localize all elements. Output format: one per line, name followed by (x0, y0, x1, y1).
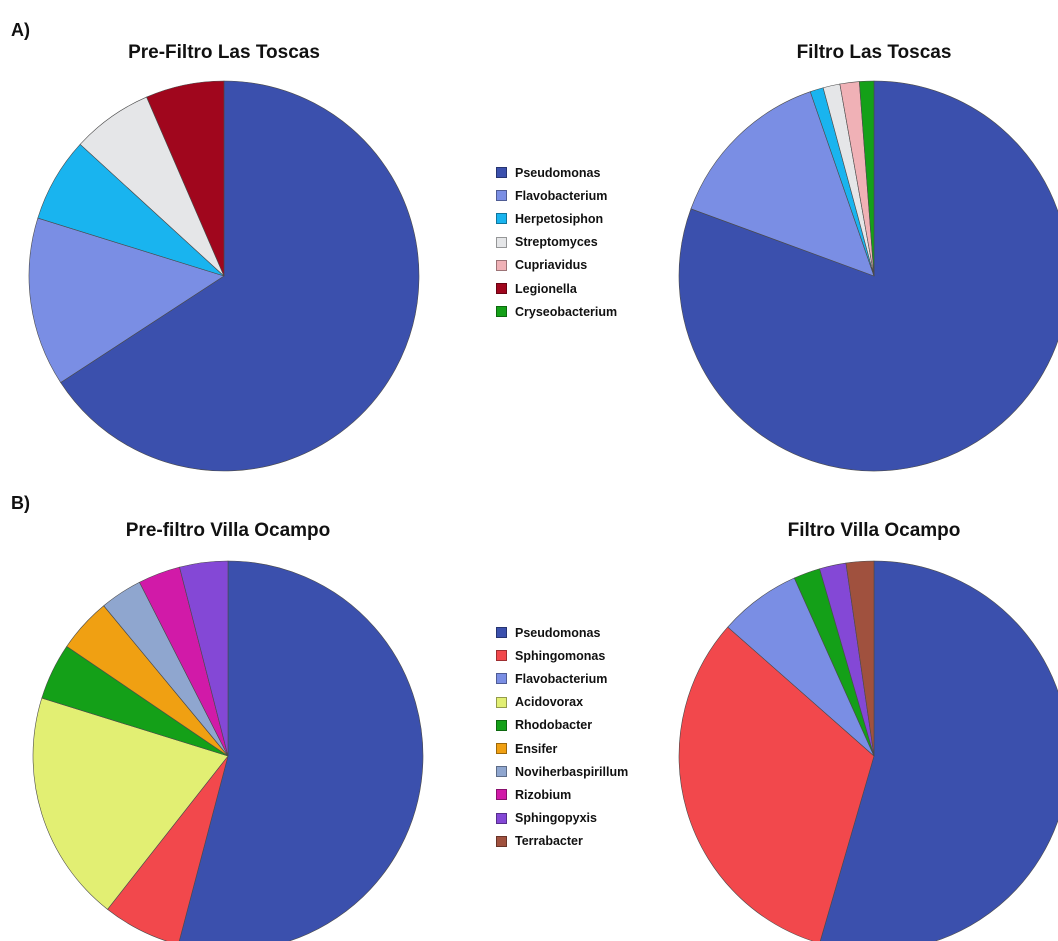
legend-label: Rhodobacter (515, 718, 593, 733)
pie-slice-legionella (146, 80, 225, 277)
legend-swatch (496, 259, 507, 271)
legend-label: Flavobacterium (515, 671, 608, 686)
legend-label: Sphingopyxis (515, 811, 597, 826)
legend-swatch (496, 213, 507, 225)
legend-label: Acidovorax (515, 695, 584, 710)
legend-swatch (496, 306, 507, 318)
pie-chart-pre-filtro-villa-ocampo (32, 560, 424, 941)
legend-item-sphingopyxis: Sphingopyxis (496, 807, 628, 830)
legend-item-herpetosiphon: Herpetosiphon (496, 207, 617, 230)
legend-label: Pseudomonas (515, 625, 601, 640)
legend-item-noviherbaspirillum: Noviherbaspirillum (496, 760, 628, 783)
panel-label-a: A) (11, 20, 30, 40)
legend-item-pseudomonas: Pseudomonas (496, 621, 628, 644)
legend-villa-ocampo: Pseudomonas Sphingomonas Flavobacterium Aci… (496, 621, 628, 853)
legend-label: Herpetosiphon (515, 211, 604, 226)
legend-label: Ensifer (515, 741, 558, 756)
legend-swatch (496, 719, 507, 731)
legend-label: Sphingomonas (515, 648, 606, 663)
legend-item-acidovorax: Acidovorax (496, 691, 628, 714)
legend-item-cryseobacterium: Cryseobacterium (496, 300, 617, 323)
legend-swatch (496, 627, 507, 639)
pie-chart-filtro-villa-ocampo (678, 560, 1058, 941)
panel-label-b: B) (11, 493, 30, 513)
legend-label: Rizobium (515, 787, 572, 802)
legend-swatch (496, 236, 507, 248)
legend-item-rhodobacter: Rhodobacter (496, 714, 628, 737)
chart-title-filtro-las-toscas: Filtro Las Toscas (796, 42, 952, 63)
legend-swatch (496, 789, 507, 801)
pie-chart-pre-filtro-las-toscas (28, 80, 420, 472)
legend-swatch (496, 673, 507, 685)
legend-swatch (496, 835, 507, 847)
legend-swatch (496, 743, 507, 755)
legend-swatch (496, 696, 507, 708)
legend-label: Terrabacter (515, 834, 583, 849)
legend-item-flavobacterium: Flavobacterium (496, 184, 617, 207)
legend-item-rizobium: Rizobium (496, 783, 628, 806)
pie-slice-sphingomonas (678, 626, 875, 941)
legend-swatch (496, 190, 507, 202)
legend-las-toscas: Pseudomonas Flavobacterium Herpetosiphon St… (496, 161, 617, 323)
pie-slice-sphingopyxis (179, 560, 229, 757)
pie-slice-acidovorax (32, 697, 229, 910)
pie-slice-terrabacter (845, 560, 875, 757)
legend-label: Cryseobacterium (515, 304, 618, 319)
pie-chart-filtro-las-toscas (678, 80, 1058, 472)
legend-swatch (496, 812, 507, 824)
legend-swatch (496, 766, 507, 778)
legend-swatch (496, 167, 507, 179)
legend-item-terrabacter: Terrabacter (496, 830, 628, 853)
chart-title-filtro-villa-ocampo: Filtro Villa Ocampo (787, 520, 961, 541)
legend-swatch (496, 283, 507, 295)
legend-item-legionella: Legionella (496, 277, 617, 300)
pie-slice-pseudomonas (178, 560, 424, 941)
chart-title-pre-filtro-las-toscas: Pre-Filtro Las Toscas (128, 42, 320, 63)
legend-item-ensifer: Ensifer (496, 737, 628, 760)
pie-slice-pseudomonas (60, 80, 420, 472)
legend-item-flavobacterium: Flavobacterium (496, 667, 628, 690)
pie-slice-pseudomonas (678, 80, 1058, 472)
legend-item-streptomyces: Streptomyces (496, 231, 617, 254)
pie-slice-cryseobacterium (858, 80, 875, 277)
legend-swatch (496, 650, 507, 662)
pie-slice-flavobacterium (690, 91, 875, 277)
pie-slice-flavobacterium (28, 217, 225, 383)
legend-label: Flavobacterium (515, 188, 608, 203)
legend-item-sphingomonas: Sphingomonas (496, 644, 628, 667)
legend-label: Streptomyces (515, 235, 598, 250)
legend-item-pseudomonas: Pseudomonas (496, 161, 617, 184)
legend-label: Cupriavidus (515, 258, 588, 273)
legend-label: Pseudomonas (515, 165, 601, 180)
pie-slice-pseudomonas (819, 560, 1058, 941)
legend-item-cupriavidus: Cupriavidus (496, 254, 617, 277)
chart-title-pre-filtro-villa-ocampo: Pre-filtro Villa Ocampo (125, 520, 331, 541)
legend-label: Legionella (515, 281, 577, 296)
legend-label: Noviherbaspirillum (515, 764, 629, 779)
